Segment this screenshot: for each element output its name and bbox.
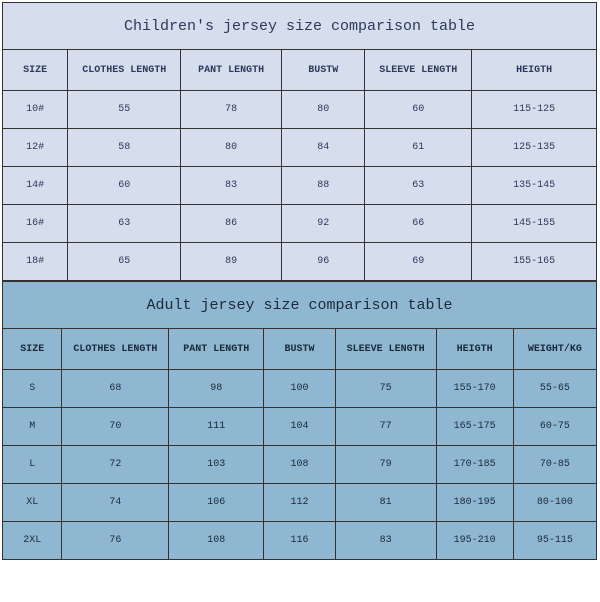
children-cell: 10# [3,91,68,129]
children-table-title-row: Children's jersey size comparison table [3,3,597,50]
adult-size-table: Adult jersey size comparison table SIZEC… [2,281,597,560]
size-tables-container: Children's jersey size comparison table … [2,2,597,560]
children-cell: 14# [3,167,68,205]
adult-cell: 100 [264,370,335,408]
children-cell: 125-135 [472,129,597,167]
children-cell: 69 [365,243,472,281]
children-header-cell: BUSTW [282,50,365,91]
adult-cell: 103 [169,446,264,484]
children-table-title: Children's jersey size comparison table [3,3,597,50]
adult-cell: 165-175 [436,408,513,446]
adult-table-row: 2XL7610811683195-21095-115 [3,522,597,560]
children-cell: 60 [365,91,472,129]
children-table-row: 12#58808461125-135 [3,129,597,167]
children-table-row: 10#55788060115-125 [3,91,597,129]
children-cell: 86 [181,205,282,243]
children-cell: 89 [181,243,282,281]
children-table-row: 18#65899669155-165 [3,243,597,281]
children-size-table: Children's jersey size comparison table … [2,2,597,281]
children-cell: 83 [181,167,282,205]
adult-cell: 104 [264,408,335,446]
children-header-cell: PANT LENGTH [181,50,282,91]
adult-table-row: S689810075155-17055-65 [3,370,597,408]
children-cell: 84 [282,129,365,167]
adult-cell: M [3,408,62,446]
adult-cell: 195-210 [436,522,513,560]
children-cell: 115-125 [472,91,597,129]
adult-cell: 68 [62,370,169,408]
adult-table-header: SIZECLOTHES LENGTHPANT LENGTHBUSTWSLEEVE… [3,329,597,370]
adult-cell: 72 [62,446,169,484]
children-cell: 58 [68,129,181,167]
adult-header-cell: SLEEVE LENGTH [335,329,436,370]
adult-cell: 180-195 [436,484,513,522]
adult-cell: 75 [335,370,436,408]
children-table-header: SIZECLOTHES LENGTHPANT LENGTHBUSTWSLEEVE… [3,50,597,91]
adult-table-row: XL7410611281180-19580-100 [3,484,597,522]
children-header-cell: SLEEVE LENGTH [365,50,472,91]
children-header-cell: HEIGTH [472,50,597,91]
adult-table-title: Adult jersey size comparison table [3,282,597,329]
adult-cell: 2XL [3,522,62,560]
adult-cell: XL [3,484,62,522]
children-cell: 80 [282,91,365,129]
adult-cell: 111 [169,408,264,446]
children-header-cell: SIZE [3,50,68,91]
children-cell: 61 [365,129,472,167]
children-table-row: 16#63869266145-155 [3,205,597,243]
children-cell: 88 [282,167,365,205]
adult-header-cell: SIZE [3,329,62,370]
adult-cell: 83 [335,522,436,560]
adult-cell: 155-170 [436,370,513,408]
children-cell: 155-165 [472,243,597,281]
adult-cell: 70 [62,408,169,446]
adult-cell: 80-100 [513,484,596,522]
adult-cell: 76 [62,522,169,560]
adult-cell: 55-65 [513,370,596,408]
adult-cell: 108 [264,446,335,484]
children-cell: 145-155 [472,205,597,243]
adult-header-cell: CLOTHES LENGTH [62,329,169,370]
adult-table-row: M7011110477165-17560-75 [3,408,597,446]
adult-header-cell: WEIGHT/KG [513,329,596,370]
adult-cell: 98 [169,370,264,408]
adult-cell: L [3,446,62,484]
adult-cell: 79 [335,446,436,484]
adult-header-cell: PANT LENGTH [169,329,264,370]
children-cell: 63 [68,205,181,243]
adult-cell: 170-185 [436,446,513,484]
adult-header-cell: HEIGTH [436,329,513,370]
children-cell: 66 [365,205,472,243]
children-cell: 16# [3,205,68,243]
children-table-row: 14#60838863135-145 [3,167,597,205]
children-cell: 18# [3,243,68,281]
adult-cell: 70-85 [513,446,596,484]
children-cell: 63 [365,167,472,205]
children-cell: 60 [68,167,181,205]
adult-table-row: L7210310879170-18570-85 [3,446,597,484]
adult-cell: 60-75 [513,408,596,446]
children-cell: 55 [68,91,181,129]
children-cell: 135-145 [472,167,597,205]
adult-cell: 106 [169,484,264,522]
adult-cell: 108 [169,522,264,560]
children-cell: 65 [68,243,181,281]
children-cell: 92 [282,205,365,243]
adult-cell: 81 [335,484,436,522]
adult-cell: 77 [335,408,436,446]
adult-cell: 116 [264,522,335,560]
adult-header-cell: BUSTW [264,329,335,370]
children-cell: 80 [181,129,282,167]
adult-cell: 95-115 [513,522,596,560]
adult-cell: 74 [62,484,169,522]
children-cell: 96 [282,243,365,281]
children-cell: 12# [3,129,68,167]
adult-cell: S [3,370,62,408]
children-header-cell: CLOTHES LENGTH [68,50,181,91]
adult-table-title-row: Adult jersey size comparison table [3,282,597,329]
children-cell: 78 [181,91,282,129]
adult-cell: 112 [264,484,335,522]
